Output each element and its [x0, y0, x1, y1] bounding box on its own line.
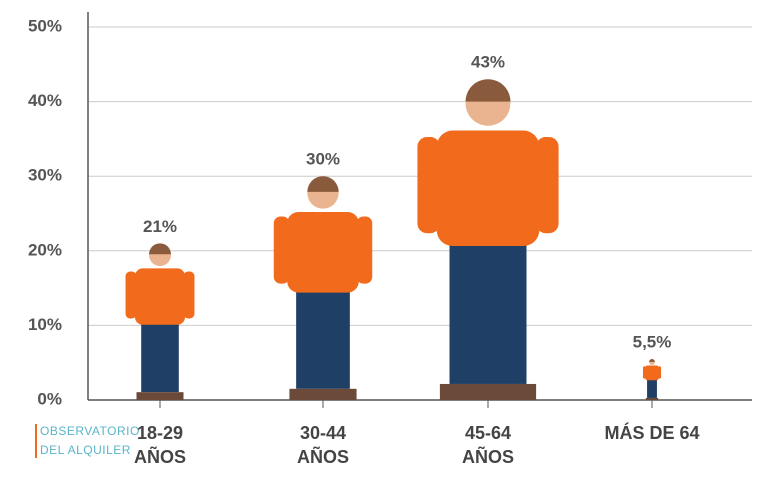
- person-figure: [417, 79, 559, 400]
- torso: [134, 268, 186, 325]
- person-figure: [125, 243, 195, 400]
- y-tick-label: 40%: [28, 91, 62, 110]
- legs: [141, 321, 179, 393]
- arm: [125, 271, 137, 319]
- arm: [536, 136, 559, 234]
- y-tick-label: 10%: [28, 315, 62, 334]
- value-label: 43%: [471, 53, 505, 72]
- x-tick-label: AÑOS: [134, 446, 186, 467]
- logo-line: DEL ALQUILER: [40, 443, 131, 457]
- arm: [658, 366, 662, 379]
- y-tick-label: 50%: [28, 16, 62, 35]
- value-label: 30%: [306, 150, 340, 169]
- x-tick-label: AÑOS: [462, 446, 514, 467]
- hair: [465, 79, 511, 102]
- x-tick-label: 18-29: [137, 423, 183, 443]
- y-tick-label: 30%: [28, 166, 62, 185]
- shoes: [645, 397, 659, 400]
- logo-line: OBSERVATORIO: [40, 424, 140, 438]
- arm: [642, 366, 646, 379]
- value-label: 5,5%: [633, 332, 672, 351]
- y-tick-label: 20%: [28, 240, 62, 259]
- x-tick-label: AÑOS: [297, 446, 349, 467]
- x-tick-label: 30-44: [300, 423, 346, 443]
- torso: [645, 365, 659, 381]
- legs: [449, 239, 527, 384]
- person-figure: [642, 358, 662, 400]
- arm: [273, 216, 290, 284]
- value-label: 21%: [143, 217, 177, 236]
- person-figure: [273, 176, 373, 400]
- hair: [307, 176, 339, 192]
- shoes: [439, 383, 537, 400]
- legs: [647, 379, 657, 398]
- torso: [287, 212, 359, 293]
- hair: [649, 358, 655, 362]
- arm: [417, 136, 440, 234]
- x-tick-label: 45-64: [465, 423, 511, 443]
- legs: [296, 288, 350, 389]
- shoes: [289, 388, 357, 400]
- y-tick-label: 0%: [37, 389, 62, 408]
- shoes: [136, 392, 184, 400]
- arm: [356, 216, 373, 284]
- arm: [183, 271, 195, 319]
- hair: [149, 243, 171, 255]
- torso: [436, 130, 540, 247]
- x-tick-label: MÁS DE 64: [604, 422, 699, 443]
